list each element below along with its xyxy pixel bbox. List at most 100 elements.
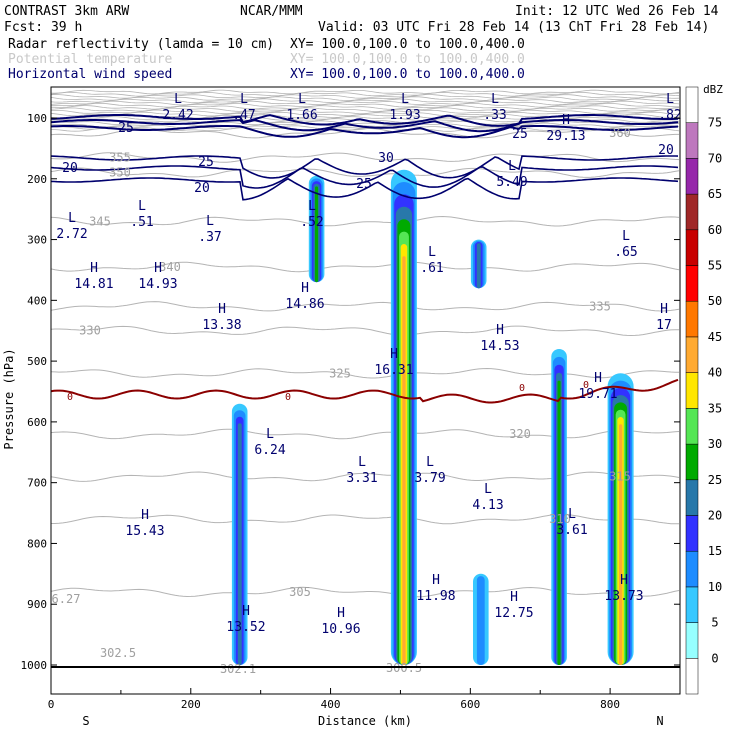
colorbar-tick-label: 75 xyxy=(708,116,722,130)
reflectivity-cell-layer xyxy=(237,423,242,665)
colorbar-tick-label: 35 xyxy=(708,401,722,415)
wind-low-marker: L xyxy=(266,427,274,442)
x-axis-label: Distance (km) xyxy=(318,714,412,728)
theta-stratosphere-line xyxy=(51,100,680,106)
south-end-label: S xyxy=(82,714,89,728)
wind-extreme-value: 5.49 xyxy=(496,175,527,190)
plot-frame xyxy=(50,86,681,695)
wind-extreme-value: 13.38 xyxy=(202,318,241,333)
colorbar-swatch xyxy=(685,86,699,123)
wind-low-marker: L xyxy=(426,455,434,470)
valid-time: Valid: 03 UTC Fri 28 Feb 14 (13 ChT Fri … xyxy=(318,20,709,35)
theta-stratosphere-line xyxy=(51,91,680,97)
wind-low-marker: L xyxy=(174,92,182,107)
colorbar-swatch xyxy=(685,622,699,659)
field-xy-wind: XY= 100.0,100.0 to 100.0,400.0 xyxy=(290,67,525,82)
colorbar-tick-label: 0 xyxy=(711,651,718,665)
theta-contour-label: 360 xyxy=(609,126,631,140)
wind-extreme-value: 4.13 xyxy=(472,498,503,513)
colorbar-unit: dBZ xyxy=(703,83,723,96)
theta-stratosphere-line xyxy=(51,102,679,108)
y-tick-label: 500 xyxy=(27,355,47,368)
wind-low-marker: L xyxy=(206,214,214,229)
theta-contour-line xyxy=(51,261,680,273)
field-name-theta: Potential temperature xyxy=(8,52,173,67)
theta-contour-line xyxy=(51,471,680,482)
wind-low-marker: L xyxy=(666,92,674,107)
reflectivity-cell-layer xyxy=(476,243,481,289)
wind-extreme-value: 1.66 xyxy=(286,108,317,123)
init-time: Init: 12 UTC Wed 26 Feb 14 xyxy=(515,4,719,19)
theta-stratosphere-line xyxy=(51,94,680,99)
wind-high-marker: H xyxy=(242,604,250,619)
wind-contour-line xyxy=(51,125,679,139)
theta-stratosphere-line xyxy=(51,89,680,95)
wind-extreme-value: 3.31 xyxy=(346,471,377,486)
colorbar-tick-label: 50 xyxy=(708,294,722,308)
wind-high-marker: H xyxy=(154,261,162,276)
colorbar-swatch xyxy=(685,479,699,516)
wind-high-marker: H xyxy=(218,302,226,317)
wind-low-marker: L xyxy=(568,507,576,522)
wind-low-marker: L xyxy=(138,199,146,214)
theta-stratosphere-line xyxy=(51,116,679,121)
wind-contour-label: 25 xyxy=(512,127,528,142)
theta-contour-label: 345 xyxy=(89,214,111,228)
wind-high-marker: H xyxy=(660,302,668,317)
theta-contour-line xyxy=(51,367,679,379)
wind-contour-label: 20 xyxy=(194,181,210,196)
wind-contour-line xyxy=(51,118,679,133)
colorbar-swatch xyxy=(685,408,699,445)
wind-contours xyxy=(51,114,679,404)
wind-extreme-value: .82 xyxy=(658,108,681,123)
wind-extreme-value: 14.93 xyxy=(138,277,177,292)
wind-low-marker: L xyxy=(428,245,436,260)
wind-extreme-value: .37 xyxy=(198,230,221,245)
wind-low-marker: L xyxy=(240,92,248,107)
wind-extreme-value: 14.86 xyxy=(285,297,324,312)
colorbar-swatch xyxy=(685,300,699,338)
colorbar-swatch xyxy=(685,586,699,623)
y-tick-label: 300 xyxy=(27,234,47,247)
wind-low-marker: L xyxy=(491,92,499,107)
wind-extreme-value: 2.42 xyxy=(162,108,193,123)
colorbar-tick-label: 30 xyxy=(708,437,722,451)
colorbar-tick-label: 15 xyxy=(708,544,722,558)
theta-stratosphere-line xyxy=(51,98,679,104)
contour-labels: 360355350345340335330325320315310305302.… xyxy=(52,92,682,676)
field-name-wind: Horizontal wind speed xyxy=(8,67,172,82)
theta-contour-label: 315 xyxy=(609,470,631,484)
wind-extreme-value: 6.24 xyxy=(254,443,285,458)
wind-high-marker: H xyxy=(337,606,345,621)
y-axis-label: Pressure (hPa) xyxy=(2,348,16,449)
freezing-level-label: 0 xyxy=(67,392,73,403)
wind-extreme-value: 10.96 xyxy=(321,622,360,637)
theta-contour-line xyxy=(51,301,680,312)
wind-extreme-value: 1.93 xyxy=(389,108,420,123)
wind-extreme-value: .51 xyxy=(130,215,153,230)
wind-low-marker: L xyxy=(622,229,630,244)
reflectivity-cell-layer xyxy=(557,380,561,665)
theta-contour-label: 350 xyxy=(109,166,131,180)
y-tick-label: 800 xyxy=(27,537,47,550)
colorbar-tick-label: 65 xyxy=(708,187,722,201)
wind-low-marker: L xyxy=(484,482,492,497)
wind-extreme-value: 14.81 xyxy=(74,277,113,292)
freezing-level-label: 0 xyxy=(285,392,291,403)
model-title: CONTRAST 3km ARW xyxy=(4,4,129,19)
reflectivity-cell-layer xyxy=(619,424,623,665)
wind-extreme-value: .52 xyxy=(300,215,323,230)
theta-contour-label: 305 xyxy=(289,585,311,599)
colorbar-tick-label: 40 xyxy=(708,366,722,380)
theta-extreme-label: 6.27 xyxy=(52,592,81,606)
theta-stratosphere-line xyxy=(51,96,680,101)
wind-contour-label: 25 xyxy=(356,177,372,192)
wind-high-marker: H xyxy=(90,261,98,276)
theta-contour-label: 335 xyxy=(589,299,611,313)
wind-high-marker: H xyxy=(562,113,570,128)
reflectivity-cell-layer xyxy=(402,256,406,665)
wind-contour-line xyxy=(51,114,679,127)
theta-contour-label: 325 xyxy=(329,366,351,380)
